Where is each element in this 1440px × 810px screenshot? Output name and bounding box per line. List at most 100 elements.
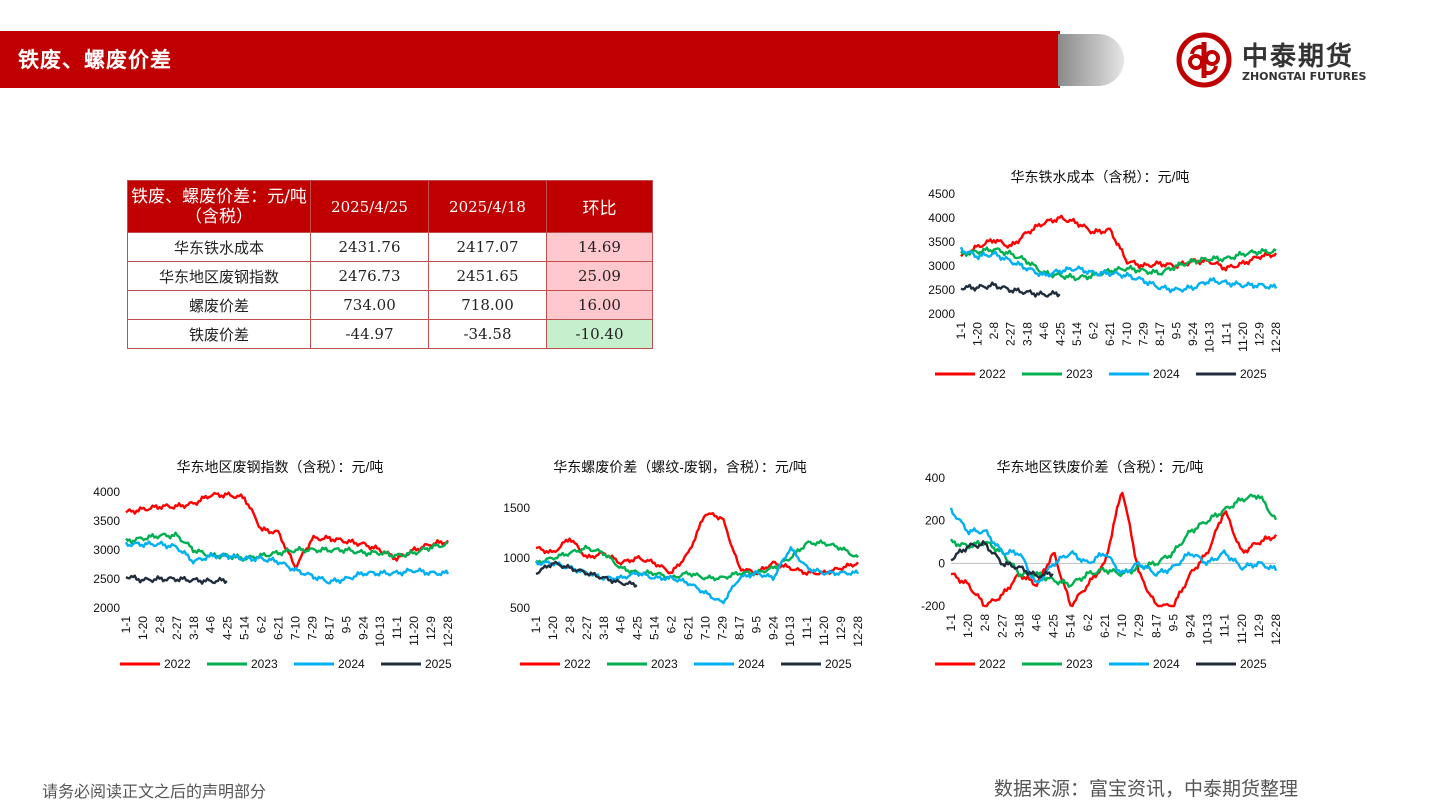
series-line-2025 (535, 560, 638, 588)
x-tick-label: 5-14 (238, 616, 252, 640)
row-value-current: 734.00 (310, 290, 429, 320)
table-header-cell: 铁废、螺废价差：元/吨（含税） (127, 180, 311, 233)
x-tick-label: 4-6 (614, 616, 628, 634)
x-tick-label: 12-9 (424, 616, 438, 640)
x-tick-label: 9-24 (1183, 614, 1197, 638)
x-tick-label: 6-2 (1081, 614, 1095, 632)
x-tick-label: 5-14 (1064, 614, 1078, 638)
y-tick-label: 2000 (93, 601, 120, 615)
table-header-cell: 2025/4/18 (428, 180, 547, 233)
chart-title: 华东地区废钢指数（含税）：元/吨 (177, 459, 384, 475)
x-tick-label: 9-24 (1186, 322, 1200, 346)
row-value-current: 2431.76 (310, 232, 429, 262)
series-line-2022 (535, 512, 859, 576)
logo-text-en: ZHONGTAI FUTURES (1242, 70, 1367, 83)
x-tick-label: 12-28 (1269, 614, 1283, 645)
x-tick-label: 4-25 (631, 616, 645, 640)
y-tick-label: 2000 (928, 307, 955, 321)
chart-title: 华东螺废价差（螺纹-废钢，含税）：元/吨 (553, 459, 807, 475)
x-tick-label: 1-1 (944, 614, 958, 632)
x-tick-label: 9-5 (749, 616, 763, 634)
y-tick-label: 2500 (93, 572, 120, 586)
x-tick-label: 7-10 (1120, 322, 1134, 346)
logo-text-cn: 中泰期货 (1242, 42, 1355, 72)
legend-label: 2023 (1066, 367, 1093, 381)
x-tick-label: 4-6 (1030, 614, 1044, 632)
x-tick-label: 7-29 (1136, 322, 1150, 346)
legend-label: 2024 (338, 657, 365, 671)
legend-label: 2025 (425, 657, 452, 671)
chart-title: 华东地区铁废价差（含税）：元/吨 (997, 459, 1204, 475)
x-tick-label: 7-29 (1132, 614, 1146, 638)
series-line-2023 (960, 246, 1277, 282)
series-line-2024 (959, 246, 1278, 294)
x-tick-label: 12-28 (441, 616, 455, 647)
chart-title: 华东铁水成本（含税）：元/吨 (1011, 169, 1190, 185)
y-tick-label: 3000 (93, 543, 120, 557)
x-tick-label: 1-1 (954, 322, 968, 340)
y-tick-label: 2500 (928, 283, 955, 297)
row-value-current: -44.97 (310, 319, 429, 349)
x-tick-label: 7-29 (305, 616, 319, 640)
legend-label: 2022 (979, 367, 1006, 381)
x-tick-label: 11-20 (1236, 322, 1250, 352)
legend-label: 2023 (251, 657, 278, 671)
zhongtai-logo-icon (1176, 32, 1232, 88)
table-header-cell: 环比 (546, 180, 653, 233)
x-tick-label: 9-5 (339, 616, 353, 634)
row-change: 25.09 (546, 261, 653, 291)
x-tick-label: 8-17 (322, 616, 336, 640)
x-tick-label: 1-20 (961, 614, 975, 638)
x-tick-label: 8-17 (732, 616, 746, 640)
x-tick-label: 4-25 (221, 616, 235, 640)
x-tick-label: 4-6 (1037, 322, 1051, 340)
x-tick-label: 11-1 (390, 616, 404, 639)
x-tick-label: 1-20 (546, 616, 560, 640)
row-label: 铁废价差 (127, 319, 311, 349)
row-value-previous: -34.58 (428, 319, 547, 349)
legend-label: 2022 (564, 657, 591, 671)
x-tick-label: 1-1 (529, 616, 543, 634)
x-tick-label: 11-1 (1218, 614, 1232, 637)
y-tick-label: 500 (510, 601, 530, 615)
y-tick-label: 4500 (928, 187, 955, 201)
x-tick-label: 1-20 (971, 322, 985, 346)
y-tick-label: 200 (925, 514, 945, 528)
x-tick-label: 3-18 (187, 616, 201, 640)
y-tick-label: 3000 (928, 259, 955, 273)
y-tick-label: 0 (938, 556, 945, 570)
series-line-2025 (125, 574, 228, 585)
table-row: 铁废价差 -44.97 -34.58 -10.40 (127, 319, 653, 349)
series-line-2024 (949, 507, 1278, 584)
series-line-2023 (125, 531, 449, 562)
legend-label: 2024 (1153, 367, 1180, 381)
row-value-previous: 2417.07 (428, 232, 547, 262)
x-tick-label: 2-27 (580, 616, 594, 640)
x-tick-label: 6-21 (1098, 614, 1112, 638)
row-change: -10.40 (546, 319, 653, 349)
y-tick-label: 3500 (93, 514, 120, 528)
x-tick-label: 10-13 (783, 616, 797, 647)
title-banner (0, 31, 1060, 88)
table-row: 华东地区废钢指数 2476.73 2451.65 25.09 (127, 261, 653, 291)
x-tick-label: 3-18 (1012, 614, 1026, 638)
x-tick-label: 12-28 (1269, 322, 1283, 353)
y-tick-label: 4000 (928, 211, 955, 225)
disclaimer-text: 请务必阅读正文之后的声明部分 (42, 782, 267, 801)
y-tick-label: 400 (925, 471, 945, 485)
x-tick-label: 6-2 (255, 616, 269, 634)
y-tick-label: 1500 (503, 501, 530, 515)
x-tick-label: 10-13 (1201, 614, 1215, 645)
x-tick-label: 4-6 (204, 616, 218, 634)
x-tick-label: 3-18 (597, 616, 611, 640)
table-row: 螺废价差 734.00 718.00 16.00 (127, 290, 653, 320)
y-tick-label: -200 (921, 599, 945, 613)
x-tick-label: 11-20 (1235, 614, 1249, 644)
x-tick-label: 2-27 (170, 616, 184, 640)
x-tick-label: 7-10 (698, 616, 712, 640)
row-value-current: 2476.73 (310, 261, 429, 291)
x-tick-label: 12-9 (1252, 614, 1266, 638)
x-tick-label: 6-21 (1103, 322, 1117, 346)
x-tick-label: 1-20 (136, 616, 150, 640)
